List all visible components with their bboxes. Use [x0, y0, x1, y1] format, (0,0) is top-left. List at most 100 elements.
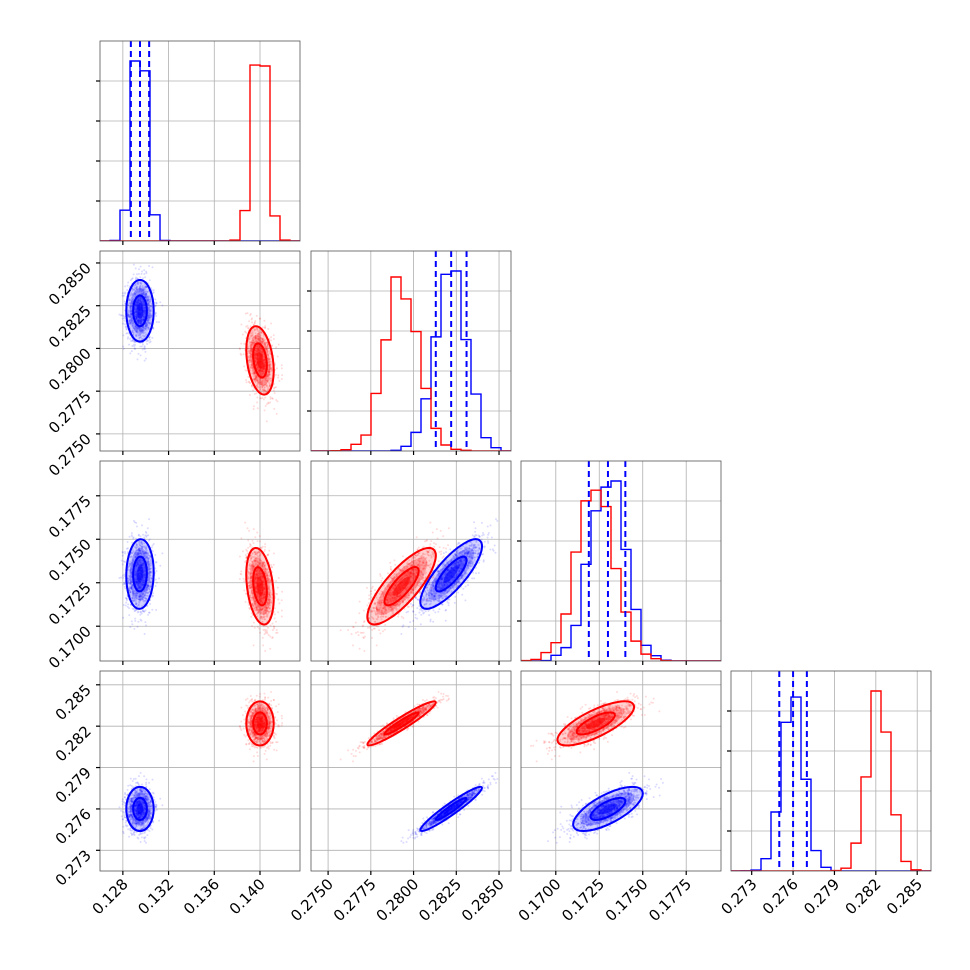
sample-point — [130, 305, 133, 308]
sample-point — [262, 391, 265, 394]
sample-point — [264, 377, 267, 380]
sample-point — [137, 320, 140, 323]
sample-point — [262, 368, 265, 371]
sample-point — [255, 353, 258, 356]
sample-point — [137, 321, 140, 324]
sample-point — [260, 368, 263, 371]
sample-point — [271, 344, 274, 347]
sample-point — [270, 379, 273, 382]
sample-point — [121, 563, 124, 566]
sample-point — [142, 289, 145, 292]
sample-point — [144, 285, 147, 288]
sample-point — [147, 295, 150, 298]
sample-point — [250, 350, 253, 353]
panel-0-0 — [96, 40, 301, 245]
sample-point — [255, 376, 258, 379]
sample-point — [147, 298, 150, 301]
sample-point — [260, 382, 263, 385]
sample-point — [268, 351, 271, 354]
sample-point — [123, 300, 126, 303]
sample-point — [280, 615, 283, 618]
sample-point — [134, 329, 137, 332]
sample-point — [268, 367, 271, 370]
sample-point — [144, 309, 147, 312]
sample-point — [132, 327, 135, 330]
sample-point — [143, 310, 146, 313]
sample-point — [264, 325, 267, 328]
sample-point — [263, 550, 266, 553]
sample-point — [263, 387, 266, 390]
sample-point — [269, 383, 272, 386]
sample-point — [487, 532, 490, 535]
sample-point — [263, 367, 266, 370]
sample-point — [137, 298, 140, 301]
sample-point — [258, 347, 261, 350]
sample-point — [251, 341, 254, 344]
sample-point — [137, 533, 140, 536]
sample-point — [131, 289, 134, 292]
y-tick-label: 0.1700 — [45, 622, 95, 672]
sample-point — [254, 337, 257, 340]
sample-point — [128, 319, 131, 322]
sample-point — [267, 354, 270, 357]
sample-point — [133, 341, 136, 344]
sample-point — [140, 330, 143, 333]
sample-point — [134, 302, 137, 305]
sample-point — [137, 298, 140, 301]
sample-point — [245, 325, 248, 328]
sample-point — [135, 313, 138, 316]
sample-point — [154, 298, 157, 301]
sample-point — [247, 355, 250, 358]
sample-point — [247, 375, 250, 378]
sample-point — [249, 345, 252, 348]
sample-point — [261, 380, 264, 383]
sample-point — [257, 331, 260, 334]
sample-point — [249, 334, 252, 337]
sample-point — [466, 579, 469, 582]
sample-point — [132, 322, 135, 325]
sample-point — [258, 381, 261, 384]
sample-point — [144, 335, 147, 338]
sample-point — [161, 552, 164, 555]
sample-point — [142, 304, 145, 307]
sample-point — [133, 340, 136, 343]
sample-point — [262, 365, 265, 368]
sample-point — [257, 348, 260, 351]
sample-point — [269, 635, 272, 638]
sample-point — [128, 305, 131, 308]
sample-point — [143, 293, 146, 296]
sample-point — [258, 339, 261, 342]
sample-point — [261, 370, 264, 373]
sample-point — [276, 400, 279, 403]
sample-point — [136, 301, 139, 304]
sample-point — [122, 583, 125, 586]
sample-point — [149, 321, 152, 324]
sample-point — [257, 347, 260, 350]
sample-point — [256, 531, 259, 534]
sample-point — [262, 334, 265, 337]
sample-point — [140, 283, 143, 286]
sample-point — [255, 327, 258, 330]
sample-point — [129, 293, 132, 296]
sample-point — [135, 314, 138, 317]
sample-point — [139, 613, 142, 616]
sample-point — [263, 379, 266, 382]
sample-point — [136, 277, 139, 280]
sample-point — [249, 350, 252, 353]
sample-point — [249, 340, 252, 343]
sample-point — [486, 536, 489, 539]
sample-point — [252, 621, 255, 624]
sample-point — [250, 353, 253, 356]
sample-point — [129, 305, 132, 308]
sample-point — [124, 326, 127, 329]
sample-point — [121, 322, 124, 325]
sample-point — [257, 369, 260, 372]
sample-point — [137, 610, 140, 613]
sample-point — [140, 329, 143, 332]
sample-point — [147, 296, 150, 299]
sample-point — [268, 361, 271, 364]
sample-point — [267, 371, 270, 374]
sample-point — [150, 315, 153, 318]
sample-point — [260, 397, 263, 400]
sample-point — [265, 346, 268, 349]
